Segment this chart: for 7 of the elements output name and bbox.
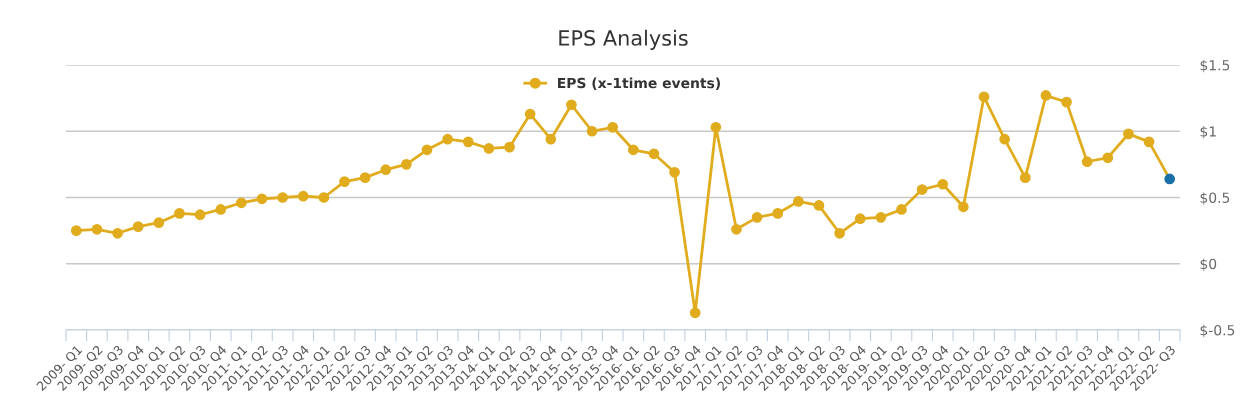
y-tick-label: $0.5 — [1200, 192, 1230, 205]
legend-label: EPS (x-1time events) — [558, 77, 720, 90]
chart-title: EPS Analysis — [559, 29, 688, 50]
y-tick-label: $0 — [1200, 258, 1217, 272]
y-tick-label: $1.5 — [1200, 59, 1230, 73]
y-tick-label: $-0.5 — [1200, 324, 1235, 338]
y-tick-label: $1 — [1200, 125, 1216, 139]
